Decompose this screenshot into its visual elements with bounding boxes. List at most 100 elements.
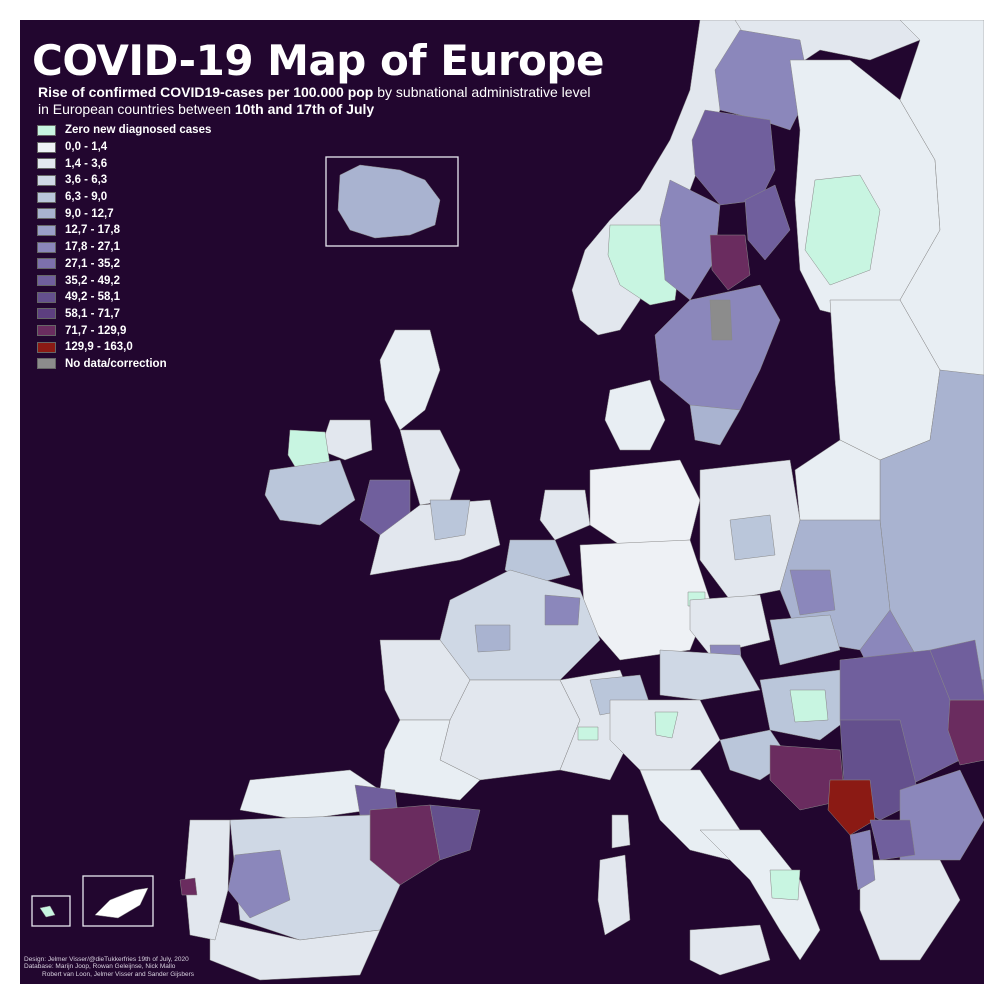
legend-label: 129,9 - 163,0: [65, 341, 133, 354]
region-albania: [849, 829, 876, 891]
legend-item: Zero new diagnosed cases: [37, 122, 211, 139]
region-sweden-north: [714, 29, 811, 131]
region-portugal-lisbon: [179, 877, 198, 896]
region-corsica: [611, 814, 631, 849]
iceland-inset-frame: [325, 156, 459, 247]
legend-swatch: [37, 291, 56, 303]
region-russia-north: [899, 20, 984, 381]
region-sicily: [689, 924, 771, 976]
region-italy-south: [699, 829, 821, 961]
legend-item: 58,1 - 71,7: [37, 306, 211, 323]
region-malta: [39, 905, 56, 918]
legend-swatch: [37, 358, 56, 370]
region-france-zero: [577, 726, 599, 741]
region-netherlands: [539, 489, 591, 541]
legend-item: 27,1 - 35,2: [37, 256, 211, 273]
legend-swatch: [37, 275, 56, 287]
legend-label: 35,2 - 49,2: [65, 274, 120, 287]
europe-choropleth-map: [31, 20, 984, 981]
legend-item: 3,6 - 6,3: [37, 172, 211, 189]
region-moldova: [929, 639, 984, 701]
legend-swatch: [37, 308, 56, 320]
region-sweden-east: [744, 184, 791, 261]
legend-swatch: [37, 224, 56, 236]
legend-swatch: [37, 325, 56, 337]
legend-item: 129,9 - 163,0: [37, 339, 211, 356]
region-denmark: [604, 379, 666, 451]
region-cyprus: [94, 887, 149, 919]
legend-label: 0,0 - 1,4: [65, 141, 108, 154]
subtitle-line-2: in European countries between 10th and 1…: [38, 101, 374, 117]
legend-swatch: [37, 208, 56, 220]
region-macedonia: [869, 819, 916, 861]
legend-swatch: [37, 141, 56, 153]
legend-swatch: [37, 341, 56, 353]
region-france-bretagne: [474, 624, 511, 653]
legend-swatch: [37, 124, 56, 136]
region-sweden-far-south: [689, 404, 741, 446]
map-title: COVID-19 Map of Europe: [32, 36, 604, 85]
region-greece: [859, 859, 961, 961]
legend-item: 35,2 - 49,2: [37, 272, 211, 289]
region-italy-zero-south: [769, 869, 801, 901]
legend-label: 17,8 - 27,1: [65, 241, 120, 254]
region-montenegro-hotspot: [827, 779, 876, 836]
region-italy-zero: [654, 711, 679, 739]
credits-text: Design: Jelmer Visser/@dieTukkerfries 19…: [24, 956, 195, 978]
legend-item: 9,0 - 12,7: [37, 205, 211, 222]
region-france-paris: [544, 594, 581, 626]
region-austria: [659, 649, 761, 701]
region-spain-catalonia: [429, 804, 481, 861]
legend-label: 49,2 - 58,1: [65, 291, 120, 304]
legend-item: 17,8 - 27,1: [37, 239, 211, 256]
legend-label: No data/correction: [65, 357, 167, 370]
subtitle-rest-1: by subnational administrative level: [373, 84, 591, 100]
region-sweden-hotspot: [709, 234, 751, 291]
region-sweden-mid: [691, 109, 776, 206]
region-poland-east: [729, 514, 776, 561]
region-ireland-south: [264, 459, 356, 526]
subtitle-bold-1: Rise of confirmed COVID19-cases per 100.…: [38, 84, 374, 100]
map-frame: COVID-19 Map of Europe Rise of confirmed…: [20, 20, 984, 984]
legend-label: 9,0 - 12,7: [65, 207, 114, 220]
region-sweden-nodata: [709, 299, 733, 341]
legend-item: 12,7 - 17,8: [37, 222, 211, 239]
legend-item: No data/correction: [37, 356, 211, 373]
region-hungary-zero: [789, 689, 829, 723]
legend-label: 6,3 - 9,0: [65, 191, 108, 204]
legend-label: 71,7 - 129,9: [65, 324, 127, 337]
region-england-mid: [429, 499, 471, 541]
subtitle-bold-2: 10th and 17th of July: [234, 101, 375, 117]
region-finland-zero: [804, 174, 881, 286]
legend-label: 27,1 - 35,2: [65, 257, 120, 270]
map-legend: Zero new diagnosed cases 0,0 - 1,4 1,4 - 3…: [37, 122, 211, 372]
region-spain-center: [229, 814, 401, 941]
region-spain-mid: [227, 849, 291, 919]
region-slovakia: [769, 614, 841, 666]
region-scotland: [379, 329, 441, 431]
legend-item: 49,2 - 58,1: [37, 289, 211, 306]
region-bosnia: [769, 744, 846, 811]
legend-label: 1,4 - 3,6: [65, 157, 108, 170]
region-germany-north: [589, 459, 701, 546]
legend-item: 1,4 - 3,6: [37, 155, 211, 172]
region-iceland: [337, 164, 441, 239]
cyprus-inset-frame: [82, 875, 154, 927]
region-sardinia: [597, 854, 631, 936]
legend-swatch: [37, 258, 56, 270]
subtitle-line-1: Rise of confirmed COVID19-cases per 100.…: [38, 84, 590, 100]
legend-label: Zero new diagnosed cases: [65, 124, 212, 137]
region-spain-south: [209, 919, 381, 981]
legend-swatch: [37, 158, 56, 170]
region-france-southwest: [379, 719, 481, 801]
malta-inset-frame: [31, 895, 71, 927]
legend-label: 58,1 - 71,7: [65, 307, 120, 320]
legend-swatch: [37, 191, 56, 203]
legend-swatch: [37, 241, 56, 253]
legend-item: 71,7 - 129,9: [37, 322, 211, 339]
legend-item: 0,0 - 1,4: [37, 139, 211, 156]
legend-item: 6,3 - 9,0: [37, 189, 211, 206]
legend-label: 12,7 - 17,8: [65, 224, 120, 237]
legend-label: 3,6 - 6,3: [65, 174, 108, 187]
region-slovakia-east: [789, 569, 836, 616]
